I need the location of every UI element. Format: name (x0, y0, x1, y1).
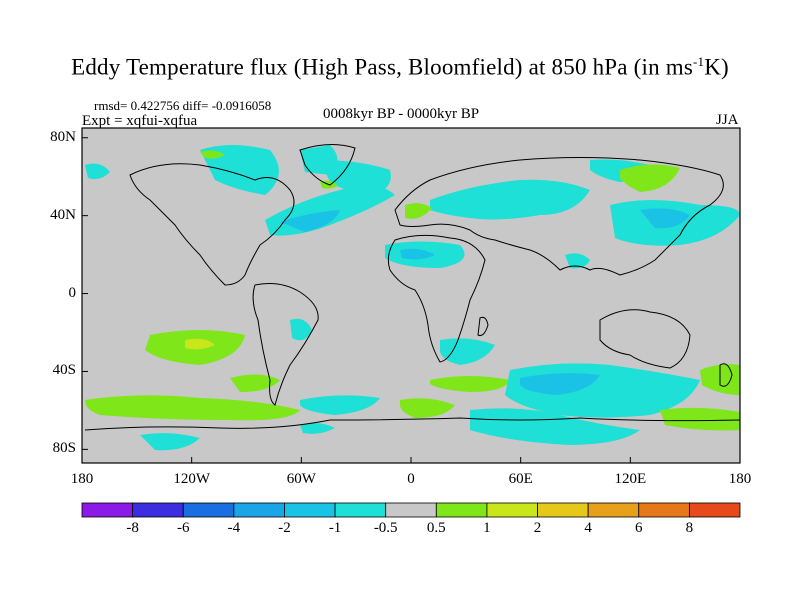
colorbar-label: -6 (176, 520, 190, 536)
colorbar-label: 8 (685, 520, 694, 536)
anomaly-region (85, 163, 110, 180)
lon-label: 120W (173, 471, 210, 487)
lat-label: 80S (52, 440, 76, 457)
coast-north-america (129, 163, 295, 286)
coast-eurasia (394, 157, 724, 276)
map-plot-area (81, 127, 741, 464)
colorbar (81, 502, 741, 518)
coast-madagascar (477, 316, 489, 336)
colorbar-swatch (587, 502, 640, 518)
anomaly-region (85, 395, 300, 421)
colorbar-label: -0.5 (373, 520, 398, 536)
colorbar-swatch (284, 502, 336, 518)
colorbar-swatch (182, 502, 235, 518)
colorbar-swatch (638, 502, 690, 518)
colorbar-swatch (334, 502, 387, 518)
coast-south-america (252, 283, 319, 406)
anomaly-region (430, 179, 590, 220)
colorbar-label: -4 (227, 520, 241, 536)
coast-australia (599, 309, 691, 369)
anomaly-region (280, 210, 340, 232)
colorbar-swatch (435, 502, 488, 518)
lon-label: 60W (286, 471, 316, 487)
anomaly-region (520, 373, 600, 395)
lon-label: 180 (728, 471, 752, 487)
colorbar-swatch (132, 502, 184, 518)
anomaly-region (300, 395, 380, 415)
coast-greenland (299, 144, 356, 186)
axis-ticks (81, 137, 741, 463)
anomaly-region (200, 145, 279, 195)
lon-label: 0 (407, 471, 415, 487)
colorbar-label: 1 (483, 520, 491, 536)
colorbar-swatch (688, 502, 741, 518)
anomaly-region (185, 338, 215, 350)
stats-text: rmsd= 0.422756 diff= -0.0916058 (94, 98, 272, 113)
coastlines (84, 144, 741, 431)
colorbar-swatch (233, 502, 285, 518)
lat-label: 40N (50, 206, 76, 223)
colorbar-label: -1 (328, 520, 342, 536)
coast-africa (387, 234, 486, 363)
anomaly-region (660, 407, 740, 431)
lon-label: 180 (70, 471, 94, 487)
anomaly-field (85, 145, 740, 451)
coast-antarctica (84, 417, 741, 431)
anomaly-region (400, 248, 435, 260)
colorbar-label: 2 (533, 520, 542, 536)
anomaly-region (290, 318, 312, 341)
lat-label: 40S (52, 362, 76, 379)
period-label: 0008kyr BP - 0000kyr BP (323, 106, 480, 122)
map-title: Eddy Temperature flux (High Pass, Bloomf… (71, 54, 729, 80)
anomaly-region (300, 423, 335, 434)
colorbar-swatch (537, 502, 589, 518)
colorbar-label: -8 (126, 520, 139, 536)
anomaly-region (140, 433, 200, 451)
lon-label: 60E (508, 471, 533, 487)
colorbar-label: 4 (584, 520, 592, 536)
colorbar-label: -2 (278, 520, 291, 536)
anomaly-region (470, 408, 640, 445)
anomaly-region (640, 208, 690, 229)
lat-label: 80N (50, 128, 76, 145)
lon-label: 120E (614, 471, 647, 487)
season-label: JJA (716, 112, 739, 128)
colorbar-label: 6 (635, 520, 643, 536)
lat-label: 0 (68, 284, 77, 301)
anomaly-region (230, 374, 280, 392)
anomaly-region (620, 164, 680, 192)
colorbar-swatch (486, 502, 538, 518)
anomaly-region (440, 338, 495, 365)
colorbar-label: 0.5 (426, 520, 446, 536)
anomaly-region (400, 398, 455, 418)
experiment-label: Expt = xqfui-xqfua (82, 113, 198, 129)
colorbar-swatch (81, 502, 134, 518)
anomaly-region (565, 253, 590, 269)
anomaly-region (405, 203, 432, 219)
colorbar-swatch (385, 502, 437, 518)
anomaly-region (430, 376, 510, 392)
coast-new-zealand (719, 363, 733, 387)
anomaly-region (200, 150, 225, 159)
